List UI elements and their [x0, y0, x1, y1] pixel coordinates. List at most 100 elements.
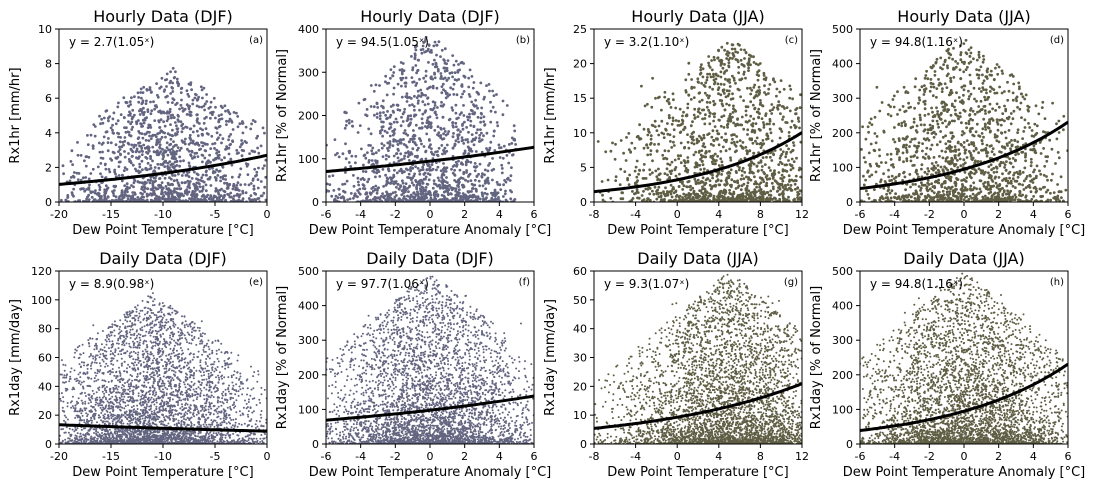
scatter-point: [783, 163, 787, 167]
scatter-point: [728, 191, 732, 195]
scatter-point: [220, 187, 223, 191]
scatter-point: [401, 179, 404, 183]
scatter-point: [230, 120, 234, 124]
scatter-point: [244, 191, 248, 195]
scatter-point: [249, 182, 253, 185]
scatter-point: [439, 55, 442, 58]
scatter-point: [418, 77, 421, 81]
scatter-point: [752, 162, 756, 166]
scatter-point: [357, 101, 361, 105]
scatter-point: [400, 84, 403, 88]
scatter-point: [796, 196, 799, 199]
scatter-point: [712, 55, 716, 59]
scatter-point: [219, 179, 223, 183]
scatter-point: [173, 196, 176, 199]
scatter-point: [364, 113, 367, 117]
scatter-point: [704, 113, 707, 117]
scatter-point: [177, 84, 180, 88]
scatter-point: [89, 133, 93, 137]
scatter-point: [447, 76, 451, 80]
scatter-point: [149, 112, 153, 116]
scatter-point: [629, 150, 632, 154]
scatter-point: [763, 163, 767, 167]
scatter-point: [101, 121, 105, 125]
scatter-point: [190, 88, 194, 92]
scatter-point: [240, 154, 244, 158]
scatter-point: [962, 158, 966, 162]
scatter-point: [694, 180, 698, 184]
scatter-point: [162, 120, 166, 124]
scatter-point: [639, 137, 643, 141]
scatter-point: [87, 177, 91, 181]
x-tick-label: 2: [461, 208, 468, 221]
scatter-point: [723, 183, 726, 187]
scatter-point: [437, 183, 441, 187]
scatter-point: [388, 176, 392, 180]
scatter-point: [672, 144, 676, 147]
scatter-point: [156, 138, 160, 141]
scatter-point: [467, 93, 471, 96]
scatter-point: [451, 121, 454, 125]
scatter-point: [457, 78, 461, 81]
scatter-point: [395, 171, 399, 175]
scatter-point: [410, 137, 414, 141]
scatter-point: [654, 96, 657, 100]
scatter-point: [378, 84, 381, 87]
scatter-point: [223, 104, 227, 108]
scatter-point: [204, 183, 208, 187]
scatter-point: [140, 132, 144, 136]
scatter-point: [185, 113, 189, 116]
scatter-point: [734, 187, 738, 190]
scatter-point: [195, 129, 199, 133]
scatter-point: [940, 149, 944, 153]
scatter-point: [175, 127, 179, 131]
scatter-point: [637, 196, 641, 200]
scatter-point: [162, 151, 166, 154]
scatter-point: [236, 188, 239, 192]
scatter-point: [165, 72, 169, 76]
scatter-point: [193, 170, 196, 174]
scatter-point: [744, 105, 748, 109]
scatter-point: [505, 154, 509, 157]
scatter-point: [648, 198, 652, 202]
scatter-point: [747, 63, 750, 67]
scatter-point: [424, 50, 428, 53]
scatter-point: [125, 101, 129, 104]
scatter-point: [116, 131, 119, 135]
scatter-point: [201, 187, 205, 191]
scatter-point: [644, 177, 648, 180]
scatter-point: [427, 120, 431, 124]
scatter-point: [410, 152, 414, 156]
scatter-point: [482, 97, 486, 101]
scatter-point: [83, 159, 86, 163]
scatter-point: [731, 43, 735, 47]
scatter-point: [708, 114, 711, 118]
scatter-point: [103, 199, 106, 202]
scatter-points: [60, 66, 267, 202]
scatter-point: [188, 186, 192, 190]
scatter-point: [152, 150, 156, 154]
scatter-point: [401, 62, 405, 65]
scatter-point: [458, 168, 462, 172]
scatter-point: [755, 142, 759, 146]
scatter-point: [644, 187, 648, 191]
scatter-point: [499, 188, 503, 192]
scatter-point: [479, 128, 482, 132]
scatter-point: [433, 65, 437, 69]
scatter-point: [198, 185, 202, 189]
scatter-point: [462, 104, 465, 107]
scatter-point: [190, 199, 194, 202]
scatter-point: [779, 127, 783, 131]
scatter-point: [195, 172, 199, 176]
scatter-point: [229, 195, 233, 199]
scatter-point: [781, 118, 784, 121]
scatter-point: [668, 163, 672, 167]
scatter-point: [715, 174, 719, 178]
scatter-point: [374, 83, 378, 87]
scatter-point: [954, 154, 957, 157]
scatter-point: [797, 116, 800, 120]
scatter-point: [1051, 101, 1054, 105]
scatter-point: [366, 151, 369, 155]
scatter-point: [251, 179, 255, 182]
scatter-point: [452, 132, 455, 135]
